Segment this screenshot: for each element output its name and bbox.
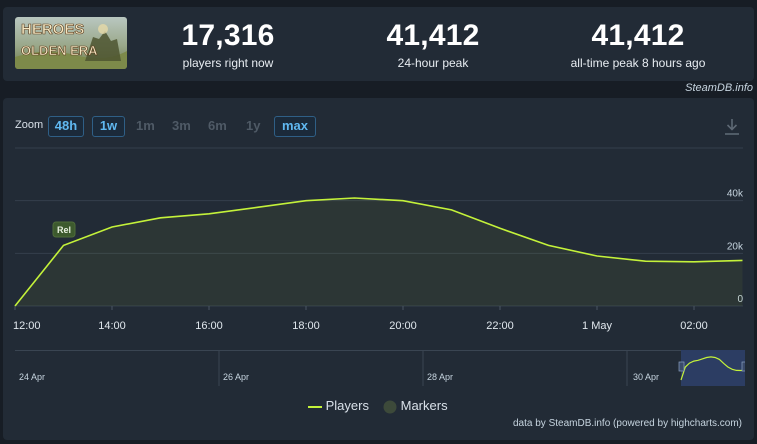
chart-card: Zoom 48h 1w 1m 3m 6m 1y max 0 20k 40k 12:0… xyxy=(3,98,754,440)
stat-24h-peak: 41,412 24-hour peak xyxy=(358,19,508,71)
x-tick-label: 14:00 xyxy=(98,320,126,332)
stat-24h-value: 41,412 xyxy=(386,19,480,52)
nav-label-26apr: 26 Apr xyxy=(223,372,249,382)
marker-label: Rel xyxy=(57,225,71,235)
stat-alltime-peak: 41,412 all-time peak 8 hours ago xyxy=(548,19,728,71)
legend-markers-label: Markers xyxy=(400,398,448,413)
grid-lines xyxy=(15,147,743,307)
logo-text-1: HEROES xyxy=(21,21,84,38)
x-tick-label: 02:00 xyxy=(680,320,708,332)
logo-text-2: OLDEN ERA xyxy=(21,43,98,58)
legend-players-label: Players xyxy=(325,398,369,413)
legend-markers[interactable]: Markers xyxy=(383,398,448,414)
stat-current-value: 17,316 xyxy=(181,19,275,52)
zoom-1y-button[interactable]: 1y xyxy=(246,118,261,133)
navigator[interactable]: 24 Apr 26 Apr 28 Apr 30 Apr xyxy=(15,350,745,386)
x-tick-label: 12:00 xyxy=(13,320,41,332)
x-axis: 12:00 14:00 16:00 18:00 20:00 22:00 1 May 02:00 xyxy=(13,306,708,332)
nav-label-24apr: 24 Apr xyxy=(19,372,45,382)
stat-current-label: players right now xyxy=(182,56,274,70)
stat-current-players: 17,316 players right now xyxy=(153,19,303,71)
zoom-max-button[interactable]: max xyxy=(274,116,316,137)
download-icon[interactable] xyxy=(724,118,740,136)
x-tick-label: 22:00 xyxy=(486,320,514,332)
x-tick-label: 18:00 xyxy=(292,320,320,332)
game-logo[interactable]: HEROES OLDEN ERA xyxy=(15,17,127,69)
player-chart[interactable]: 0 20k 40k 12:00 14:00 16:00 18:00 20:00 22:00 1 … xyxy=(3,98,754,343)
zoom-3m-button[interactable]: 3m xyxy=(172,118,191,133)
x-tick-label: 1 May xyxy=(582,320,612,332)
y-axis: 0 20k 40k xyxy=(727,189,744,305)
navigator-window[interactable] xyxy=(681,350,745,386)
footer-credit[interactable]: data by SteamDB.info (powered by highcha… xyxy=(513,418,742,429)
zoom-label: Zoom xyxy=(15,119,44,131)
legend-players[interactable]: Players xyxy=(308,398,369,413)
zoom-1m-button[interactable]: 1m xyxy=(136,118,155,133)
y-tick-label: 0 xyxy=(737,294,743,305)
players-area xyxy=(15,198,743,306)
zoom-6m-button[interactable]: 6m xyxy=(208,118,227,133)
y-tick-label: 40k xyxy=(727,189,744,200)
players-line xyxy=(14,197,743,307)
steamdb-credit-link[interactable]: SteamDB.info xyxy=(685,82,753,94)
stat-24h-label: 24-hour peak xyxy=(397,56,469,70)
zoom-1w-button[interactable]: 1w xyxy=(92,116,125,137)
navigator-line xyxy=(680,356,745,381)
y-tick-label: 20k xyxy=(727,241,744,252)
release-marker[interactable]: Rel xyxy=(52,221,76,238)
stats-header: HEROES OLDEN ERA 17,316 players right no… xyxy=(3,7,754,81)
nav-label-28apr: 28 Apr xyxy=(427,372,453,382)
navigator-handle-left[interactable] xyxy=(678,361,685,372)
stat-alltime-label: all-time peak 8 hours ago xyxy=(570,56,706,70)
navigator-handle-right[interactable] xyxy=(741,361,745,372)
x-tick-label: 20:00 xyxy=(389,320,417,332)
nav-label-30apr: 30 Apr xyxy=(633,372,659,382)
zoom-48h-button[interactable]: 48h xyxy=(48,116,84,137)
stat-alltime-value: 41,412 xyxy=(591,19,685,52)
x-tick-label: 16:00 xyxy=(195,320,223,332)
